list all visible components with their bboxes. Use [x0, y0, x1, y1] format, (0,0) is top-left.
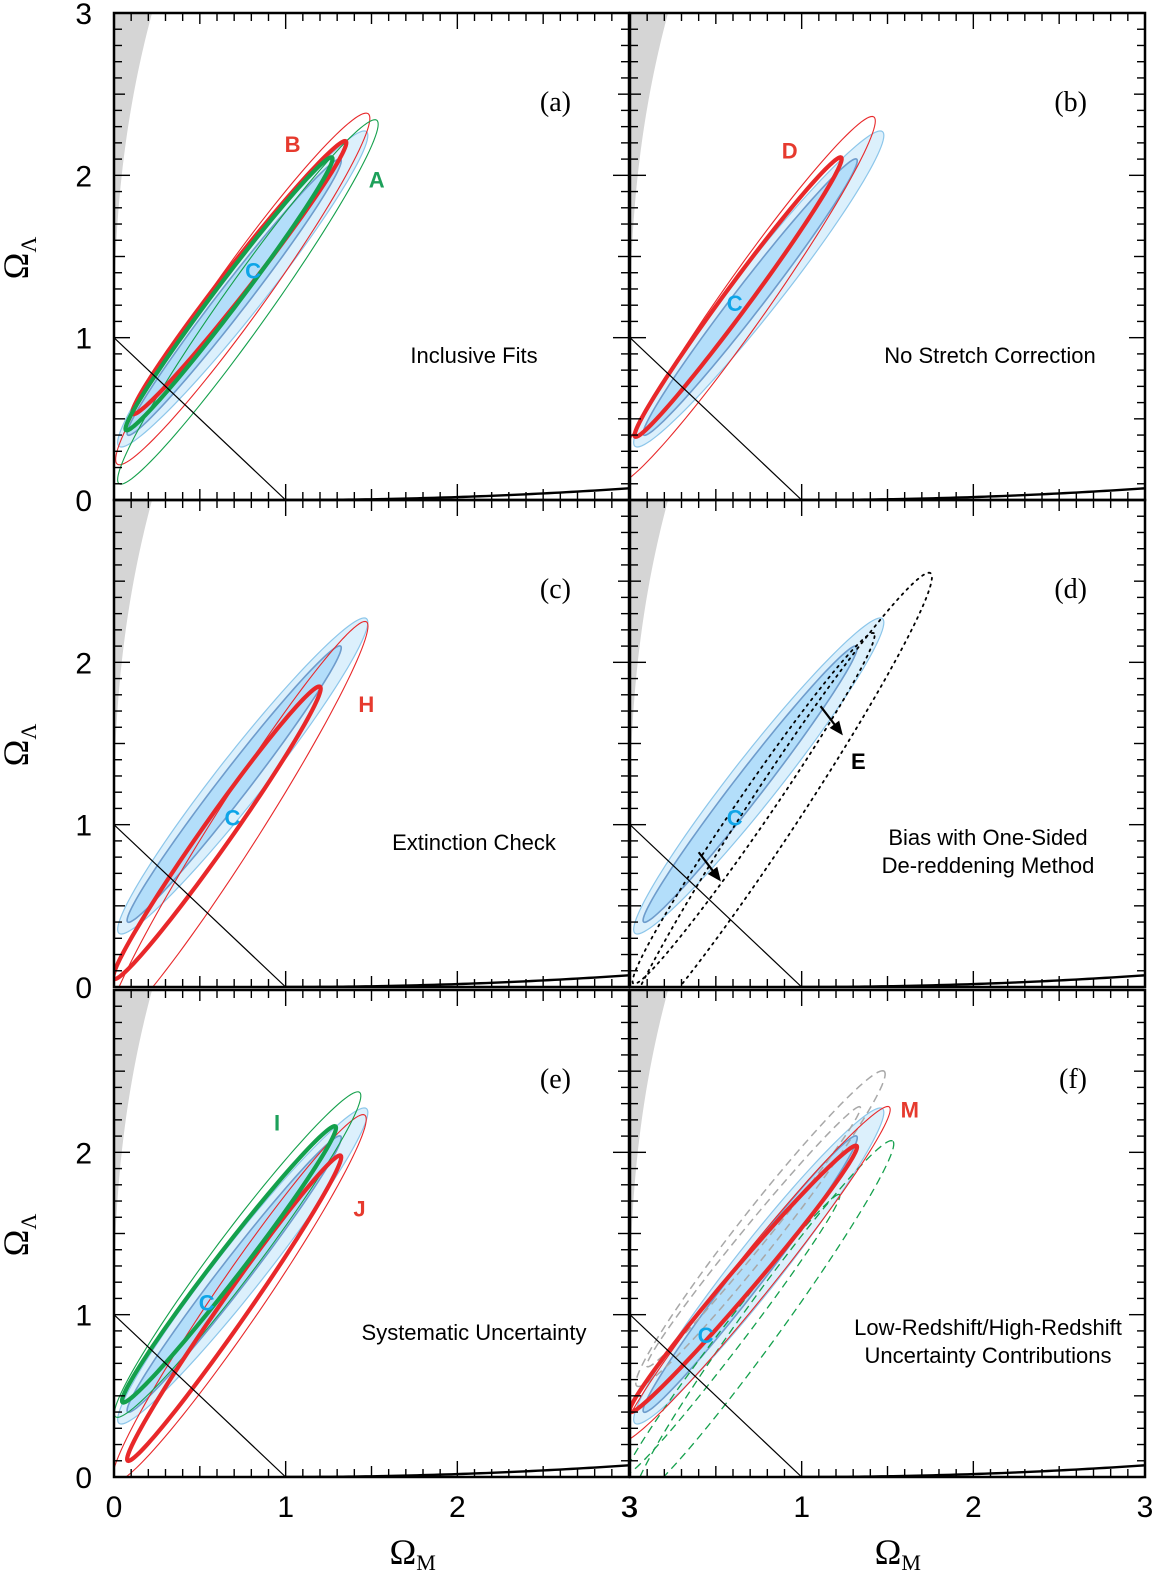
- bias-arrow: [697, 851, 721, 882]
- contour-b-90: [115, 112, 371, 466]
- y-tick-label: 1: [75, 1300, 92, 1333]
- axis-ticks: [629, 12, 1146, 501]
- y-tick-label: 2: [75, 160, 92, 193]
- flat-universe-line: [114, 337, 287, 500]
- x-tick-label: 1: [277, 1491, 294, 1524]
- contour-label-e: E: [851, 749, 866, 774]
- contour-label-c: C: [698, 1323, 714, 1348]
- no-big-bang-region: [630, 990, 802, 1315]
- contour-m-90: [630, 1105, 891, 1440]
- contour-label-c: C: [727, 291, 743, 316]
- panel-c: H C (c) Extinction Check: [114, 500, 629, 987]
- panel-description: No Stretch Correction: [884, 343, 1096, 368]
- x-tick-label: 0: [106, 1491, 123, 1524]
- x-tick-label: 2: [965, 1491, 982, 1524]
- panel-letter: (b): [1054, 87, 1087, 118]
- contour-label-d: D: [782, 138, 798, 163]
- axis-ticks: [629, 499, 1146, 988]
- contour-e-68: [631, 631, 876, 985]
- flat-universe-line: [114, 824, 287, 987]
- contour-h-90: [118, 620, 369, 987]
- contour-label-j: J: [353, 1197, 365, 1222]
- no-big-bang-region: [114, 13, 286, 338]
- no-big-bang-region: [630, 500, 802, 825]
- x-tick-label: 1: [793, 1491, 810, 1524]
- axis-ticks: [629, 989, 1146, 1478]
- contour-label-i: I: [274, 1111, 280, 1136]
- contour-i-90: [114, 1091, 362, 1418]
- panel-letter: (c): [540, 574, 571, 605]
- contour-label-c: C: [225, 806, 241, 831]
- x-tick-label: 3: [621, 1491, 638, 1524]
- y-tick-label: 1: [75, 323, 92, 356]
- contour-c-68: [642, 158, 859, 437]
- panel-letter: (f): [1059, 1064, 1087, 1095]
- panel-e: I J C (e) Systematic Uncertainty: [114, 990, 629, 1477]
- panel-letter: (d): [1054, 574, 1087, 605]
- x-tick-label: 2: [449, 1491, 466, 1524]
- contour-e-90: [639, 571, 933, 987]
- contour-a-68: [123, 155, 335, 433]
- y-tick-label: 1: [75, 810, 92, 843]
- panel-a: B A C (a) Inclusive Fits: [114, 13, 629, 500]
- contour-label-b: B: [285, 132, 301, 157]
- contour-c-68: [126, 158, 343, 437]
- y-axis-title: ΩΛ: [0, 724, 41, 767]
- contour-i-68: [119, 1123, 339, 1405]
- y-axis-title: ΩΛ: [0, 237, 41, 280]
- contour-m-68: [630, 1143, 860, 1415]
- y-tick-label: 0: [75, 485, 92, 518]
- y-axis-title: ΩΛ: [0, 1214, 41, 1257]
- flat-universe-line: [114, 1314, 287, 1477]
- contour-label-c: C: [199, 1291, 215, 1316]
- panel-letter: (a): [540, 87, 571, 118]
- panel-description: Inclusive Fits: [410, 343, 537, 368]
- contour-label-h: H: [358, 692, 374, 717]
- x-tick-label: 3: [622, 1491, 639, 1524]
- y-tick-label: 3: [75, 0, 92, 31]
- no-big-bang-region: [114, 500, 286, 825]
- x-axis-title: ΩM: [875, 1532, 921, 1570]
- contour-j-90: [114, 1114, 367, 1477]
- y-tick-label: 2: [75, 647, 92, 680]
- y-tick-label: 0: [75, 972, 92, 1005]
- x-tick-label: 3: [1137, 1491, 1154, 1524]
- panel-description: Low-Redshift/High-Redshift: [854, 1315, 1122, 1340]
- panel-d: E C (d) Bias with One-Sided De-reddening Met…: [630, 500, 1145, 987]
- flat-universe-line: [630, 824, 803, 987]
- contour-label-c: C: [245, 259, 261, 284]
- contour-h-68: [114, 684, 323, 982]
- y-tick-label: 0: [75, 1462, 92, 1495]
- x-axis-title: ΩM: [390, 1532, 436, 1570]
- no-big-bang-region: [630, 13, 802, 338]
- axis-ticks: [113, 499, 630, 988]
- contour-partial-90: [639, 1139, 895, 1477]
- panel-description: Bias with One-Sided: [888, 825, 1087, 850]
- panel-letter: (e): [540, 1064, 571, 1095]
- contour-d-90: [630, 115, 876, 479]
- panel-description: Systematic Uncertainty: [362, 1320, 587, 1345]
- contour-label-c: C: [727, 806, 743, 831]
- y-tick-label: 2: [75, 1137, 92, 1170]
- no-big-bang-region: [114, 990, 286, 1315]
- panel-description: De-reddening Method: [882, 853, 1095, 878]
- panel-description: Extinction Check: [392, 830, 557, 855]
- contour-label-m: M: [901, 1098, 919, 1123]
- bias-arrow: [819, 705, 843, 736]
- panel-b: D C (b) No Stretch Correction: [630, 13, 1145, 500]
- panel-f: M C (f) Low-Redshift/High-Redshift Uncertain…: [630, 990, 1145, 1477]
- contour-partial-90: [635, 1070, 886, 1388]
- flat-universe-line: [630, 337, 803, 500]
- panel-description: Uncertainty Contributions: [864, 1343, 1111, 1368]
- flat-universe-line: [630, 1314, 803, 1477]
- contour-label-a: A: [369, 168, 385, 193]
- contour-d-68: [632, 155, 844, 440]
